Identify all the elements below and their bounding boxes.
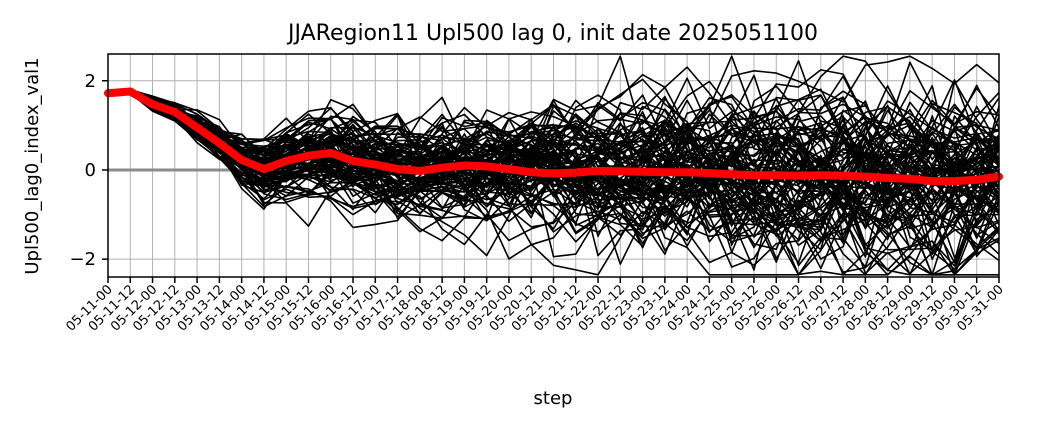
- ensemble-member-line: [107, 89, 1000, 246]
- y-tick-label: 2: [85, 71, 96, 92]
- ensemble-member-line: [107, 89, 1000, 233]
- highlight-series-line: [104, 87, 1003, 186]
- ensemble-member-line: [107, 80, 1000, 188]
- x-axis-label: step: [534, 388, 573, 409]
- y-tick-label: 0: [85, 160, 96, 181]
- y-tick-label: −2: [69, 249, 96, 270]
- chart-title: JJARegion11 Upl500 lag 0, init date 2025…: [286, 21, 818, 46]
- y-axis-label: Upl500_lag0_index_val1: [22, 57, 43, 274]
- series-lines: [104, 87, 1003, 186]
- ensemble-member-line: [107, 89, 1000, 240]
